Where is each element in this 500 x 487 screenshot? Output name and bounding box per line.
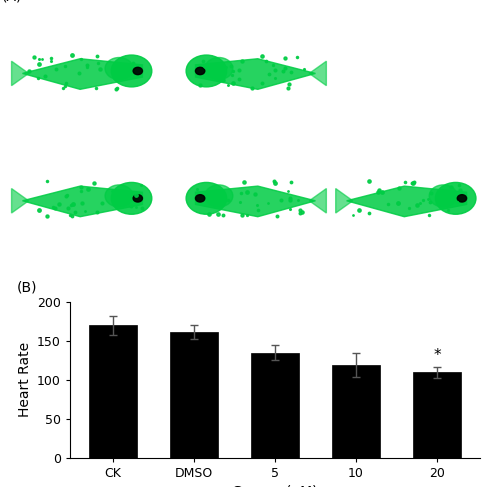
X-axis label: Groups (μM): Groups (μM): [232, 486, 318, 487]
Polygon shape: [309, 61, 326, 86]
Circle shape: [429, 185, 458, 207]
Bar: [250, 353, 300, 458]
Circle shape: [458, 195, 466, 202]
Circle shape: [105, 185, 133, 207]
Bar: [412, 372, 462, 458]
Text: 20μM: 20μM: [342, 241, 376, 253]
Polygon shape: [12, 188, 28, 213]
Text: 10μM: 10μM: [180, 241, 214, 253]
Polygon shape: [22, 186, 142, 217]
Text: *: *: [433, 349, 441, 363]
Polygon shape: [346, 186, 467, 217]
Text: (B): (B): [16, 280, 37, 294]
Bar: [170, 332, 218, 458]
Bar: [332, 365, 380, 458]
Circle shape: [186, 55, 226, 87]
Bar: [88, 325, 138, 458]
Circle shape: [105, 57, 133, 79]
Polygon shape: [22, 59, 142, 89]
Circle shape: [112, 183, 152, 214]
Circle shape: [196, 195, 205, 202]
Text: CK: CK: [141, 113, 158, 126]
Polygon shape: [12, 61, 28, 86]
Circle shape: [186, 183, 226, 214]
Text: (A): (A): [2, 0, 22, 3]
Circle shape: [436, 183, 476, 214]
Polygon shape: [196, 59, 316, 89]
Text: DMSO: DMSO: [282, 113, 320, 126]
Circle shape: [196, 67, 205, 75]
Circle shape: [133, 67, 142, 75]
Y-axis label: Heart Rate: Heart Rate: [18, 342, 32, 417]
Circle shape: [133, 195, 142, 202]
Polygon shape: [196, 186, 316, 217]
Circle shape: [205, 185, 233, 207]
Polygon shape: [309, 188, 326, 213]
Circle shape: [112, 55, 152, 87]
Text: 5μM: 5μM: [18, 241, 44, 253]
Polygon shape: [336, 188, 353, 213]
Circle shape: [205, 57, 233, 79]
